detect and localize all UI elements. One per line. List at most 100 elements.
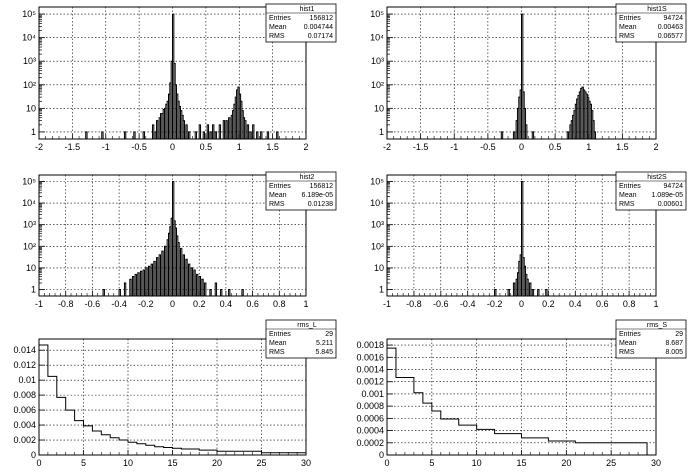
x-tick-label: 0.8 [273, 299, 286, 309]
stats-row-value: 94724 [664, 183, 684, 190]
stats-title: hist1 [300, 6, 315, 13]
chart-hist1: -2 -1.5 -1 -0.5 0 0.5 1 1.5 2 1 10 10² 10³ 10⁴ 10⁵ hist… [22, 3, 337, 152]
stats-box: hist1 Entries 156812 Mean 0.004744 RMS 0.07174 [265, 3, 337, 43]
y-tick-label: 10³ [371, 220, 384, 230]
stats-row-value: 5.845 [315, 349, 333, 356]
x-tick-label: -0.2 [487, 299, 503, 309]
stats-row-label: Entries [269, 183, 291, 190]
histogram-line [39, 13, 306, 140]
x-tick-label: -2 [383, 142, 391, 152]
y-tick-label: 10 [26, 103, 36, 113]
stats-row-label: Mean [269, 340, 287, 347]
x-tick-label: -1 [450, 142, 458, 152]
y-tick-label: 10³ [23, 56, 36, 66]
x-tick-label: -0.8 [406, 299, 422, 309]
chart-hist1S: -2 -1.5 -1 -0.5 0 0.5 1 1.5 2 1 10 10² 10³ 10⁴ 10⁵ hist… [370, 3, 687, 152]
x-tick-label: -1.5 [413, 142, 429, 152]
y-tick-label: 10 [374, 263, 384, 273]
x-tick-label: 0.4 [569, 299, 582, 309]
x-tick-label: 0 [170, 142, 175, 152]
chart-hist2S: -1 -0.8 -0.6 -0.4 -0.2 0 0.2 0.4 0.6 0.8 1 1 10 10² 10… [370, 171, 687, 309]
x-tick-label: 0.4 [220, 299, 233, 309]
y-tick-label: 0.0004 [356, 426, 384, 436]
stats-row-label: Entries [269, 15, 291, 22]
y-tick-label: 10 [374, 103, 384, 113]
stats-title: hist2 [300, 174, 315, 181]
stats-row-value: 94724 [664, 15, 684, 22]
stats-row-value: 156812 [310, 15, 333, 22]
y-tick-label: 0.01 [18, 375, 36, 385]
histogram-line [38, 344, 307, 455]
stats-title: hist1S [647, 6, 667, 13]
y-tick-label: 0.0014 [356, 365, 384, 375]
y-tick-label: 0.0006 [356, 413, 384, 423]
x-tick-label: -0.6 [433, 299, 449, 309]
y-tick-label: 1 [31, 127, 36, 137]
stats-title: rms_S [647, 322, 668, 329]
stats-row-label: Mean [269, 192, 287, 199]
stats-box: hist2S Entries 94724 Mean 1.089e-05 RMS 0.0060… [615, 171, 687, 211]
stats-row-label: Entries [619, 15, 641, 22]
y-tick-label: 10⁴ [22, 33, 36, 43]
y-tick-label: 10² [371, 241, 384, 251]
y-tick-label: 0.0016 [356, 352, 384, 362]
x-tick-label: -0.5 [131, 142, 147, 152]
y-tick-label: 1 [379, 284, 384, 294]
y-tick-label: 0 [379, 450, 384, 460]
x-tick-label: 0.2 [542, 299, 555, 309]
stats-row-label: RMS [619, 201, 635, 208]
histogram-line [387, 181, 656, 297]
stats-box: rms_L Entries 29 Mean 5.211 RMS 5.845 [265, 319, 337, 359]
y-tick-label: 10² [23, 80, 36, 90]
y-tick-label: 10 [26, 263, 36, 273]
x-tick-label: -0.4 [460, 299, 476, 309]
y-tick-label: 1 [379, 127, 384, 137]
stats-row-value: 0.004744 [304, 24, 333, 31]
y-tick-label: 0.001 [361, 389, 384, 399]
x-tick-label: -1 [383, 299, 391, 309]
stats-row-label: RMS [619, 349, 635, 356]
x-tick-label: 25 [256, 458, 266, 468]
y-tick-label: 10⁴ [22, 198, 36, 208]
x-tick-label: -1 [102, 142, 110, 152]
y-tick-label: 0.0008 [356, 401, 384, 411]
x-tick-label: 0 [170, 299, 175, 309]
y-tick-label: 0.0002 [356, 438, 384, 448]
stats-row-value: 1.089e-05 [651, 192, 683, 199]
chart-rms_L: 0 5 10 15 20 25 30 0 0.002 0.004 0.006 0.008 0.01 0.0… [13, 319, 337, 468]
chart-rms_S: 0 5 10 15 20 25 3000.00020.00040.00060.00080.0… [356, 319, 687, 468]
stats-row-value: 8.687 [665, 340, 683, 347]
y-tick-label: 0.0012 [356, 377, 384, 387]
y-tick-label: 0.004 [13, 420, 36, 430]
x-tick-label: 2 [303, 142, 308, 152]
y-tick-label: 0.002 [13, 435, 36, 445]
y-tick-label: 10⁴ [370, 33, 384, 43]
x-tick-label: -0.5 [480, 142, 496, 152]
x-tick-label: 0 [36, 458, 41, 468]
stats-row-value: 5.211 [316, 340, 333, 347]
x-tick-label: 1 [653, 299, 658, 309]
y-tick-label: 10⁵ [22, 177, 36, 187]
histogram-line [39, 181, 306, 297]
stats-box-frame [615, 3, 687, 43]
stats-box-frame [265, 3, 337, 43]
y-tick-label: 10⁵ [22, 9, 36, 19]
stats-row-label: Mean [619, 24, 637, 31]
y-tick-label: 10⁵ [370, 177, 384, 187]
stats-row-value: 156812 [310, 183, 333, 190]
histogram-line [387, 13, 656, 140]
x-tick-label: 20 [212, 458, 222, 468]
x-tick-label: 1 [586, 142, 591, 152]
x-tick-label: 5 [429, 458, 434, 468]
x-tick-label: 1.5 [616, 142, 629, 152]
x-tick-label: -1 [35, 299, 43, 309]
x-tick-label: 0.6 [246, 299, 259, 309]
y-tick-label: 10⁴ [370, 198, 384, 208]
stats-box: hist2 Entries 156812 Mean 6.189e-05 RMS 0.0123… [265, 171, 337, 211]
stats-row-label: Entries [269, 331, 291, 338]
y-tick-label: 10³ [371, 56, 384, 66]
x-tick-label: 15 [516, 458, 526, 468]
x-tick-label: -1.5 [65, 142, 81, 152]
